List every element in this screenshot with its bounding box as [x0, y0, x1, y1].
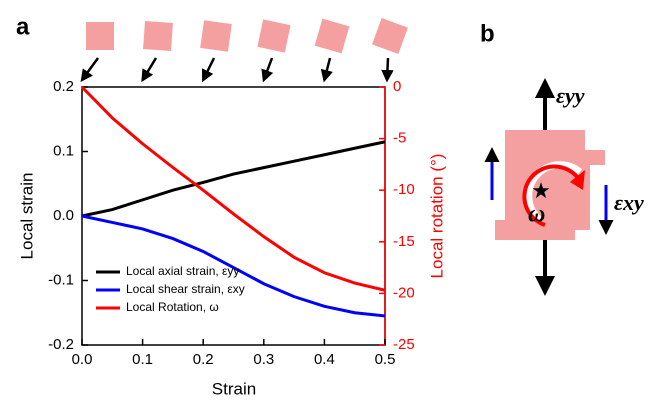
x-tick-label: 0.0: [72, 351, 93, 368]
cell-icon: [257, 19, 291, 53]
y-tick-label: 0.0: [53, 207, 74, 224]
pointer-arrow: [141, 57, 158, 83]
x-tick-label: 0.3: [253, 351, 274, 368]
cell-icon: [372, 18, 408, 54]
deformation-icons: [80, 18, 408, 83]
y-axis-label: Local strain: [17, 173, 36, 260]
legend-label: Local shear strain, εxy: [126, 282, 245, 296]
series-line: [81, 214, 386, 318]
y2-tick-label: 0: [393, 78, 401, 95]
y-tick-label: -0.2: [48, 336, 74, 353]
x-tick-label: 0.2: [193, 351, 214, 368]
y-tick-label: 0.1: [53, 142, 74, 159]
y2-tick-label: -10: [393, 181, 415, 198]
cell-icon: [314, 18, 350, 54]
cell-icon: [86, 22, 114, 50]
diagram-label: ω: [528, 202, 545, 228]
x-axis-label: Strain: [212, 379, 256, 398]
y2-axis-label: Local rotation (°): [427, 154, 446, 279]
unit-cell-diagram: ★: [484, 78, 614, 296]
series-line: [80, 85, 386, 292]
cell-icon: [200, 20, 232, 52]
pointer-arrow: [261, 57, 274, 83]
pointer-arrow: [80, 57, 100, 83]
legend-label: Local axial strain, εyy: [126, 264, 239, 278]
panel-label: b: [480, 20, 495, 47]
y-tick-label: 0.2: [53, 78, 74, 95]
panel-label: a: [16, 13, 30, 40]
x-tick-label: 0.5: [375, 351, 396, 368]
cell-icon: [143, 21, 173, 51]
y-tick-label: -0.1: [48, 271, 74, 288]
diagram-label: εxy: [614, 190, 644, 215]
series-line: [81, 140, 386, 218]
y2-tick-label: -15: [393, 233, 415, 250]
pointer-arrow: [320, 57, 333, 83]
pointer-arrow: [201, 57, 216, 83]
pointer-arrow: [381, 57, 394, 83]
x-tick-label: 0.4: [314, 351, 335, 368]
svg-text:★: ★: [531, 178, 551, 203]
diagram-label: εyy: [556, 83, 585, 108]
legend-label: Local Rotation, ω: [126, 300, 219, 314]
y2-tick-label: -25: [393, 336, 415, 353]
x-tick-label: 0.1: [132, 351, 153, 368]
y2-tick-label: -20: [393, 284, 415, 301]
y2-tick-label: -5: [393, 130, 406, 147]
